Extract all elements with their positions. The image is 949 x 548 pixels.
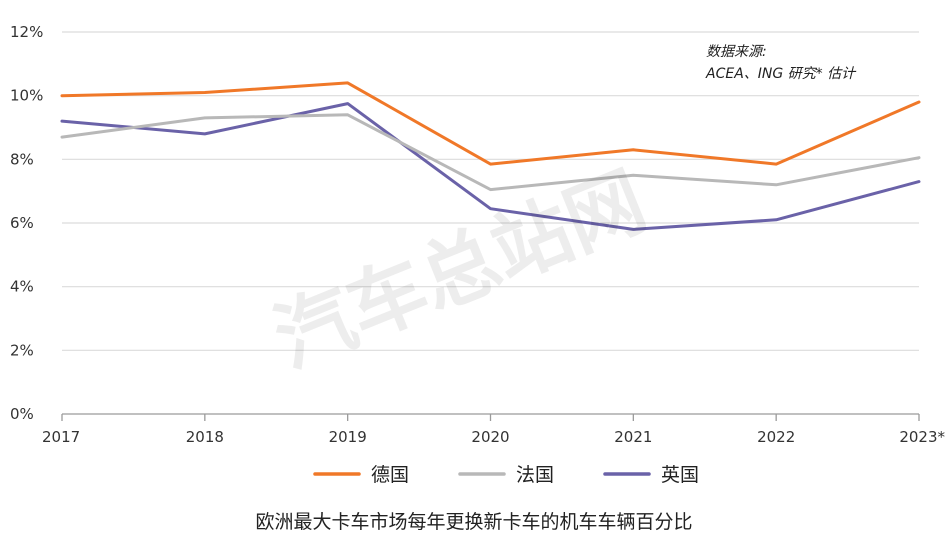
gridlines bbox=[62, 31, 919, 351]
series-line-法国 bbox=[60, 113, 921, 192]
y-tick-label: 6% bbox=[10, 214, 34, 232]
legend-label: 英国 bbox=[661, 464, 699, 486]
axes: 0% 2% 4% 6% 8% 10% 12% 2017 2018 2019 2020 2021 2022… bbox=[10, 23, 945, 446]
series-line-英国 bbox=[60, 102, 921, 231]
x-tick-label: 2019 bbox=[329, 428, 367, 446]
x-tick-label: 2023* bbox=[899, 428, 945, 446]
x-tick-label: 2021 bbox=[614, 428, 652, 446]
legend-label: 德国 bbox=[371, 464, 409, 486]
chart-caption: 欧洲最大卡车市场每年更换新卡车的机车车辆百分比 bbox=[255, 511, 692, 533]
source-note-line-2: ACEA、ING 研究* 估计 bbox=[705, 66, 857, 82]
series-line-德国 bbox=[60, 81, 921, 166]
legend-label: 法国 bbox=[516, 464, 554, 486]
x-tick-label: 2022 bbox=[757, 428, 795, 446]
legend: 德国 法国 英国 bbox=[313, 464, 699, 486]
y-tick-label: 8% bbox=[10, 150, 34, 168]
series-lines bbox=[60, 81, 921, 231]
watermark: 汽车总站网 bbox=[263, 156, 658, 386]
y-tick-label: 12% bbox=[10, 23, 43, 41]
y-tick-label: 2% bbox=[10, 341, 34, 359]
y-tick-label: 10% bbox=[10, 87, 43, 105]
source-note-line-1: 数据来源: bbox=[706, 44, 767, 60]
x-tick-label: 2018 bbox=[186, 428, 224, 446]
y-tick-label: 4% bbox=[10, 278, 34, 296]
x-tick-label: 2017 bbox=[42, 428, 80, 446]
x-tick-label: 2020 bbox=[471, 428, 509, 446]
y-tick-label: 0% bbox=[10, 405, 34, 423]
